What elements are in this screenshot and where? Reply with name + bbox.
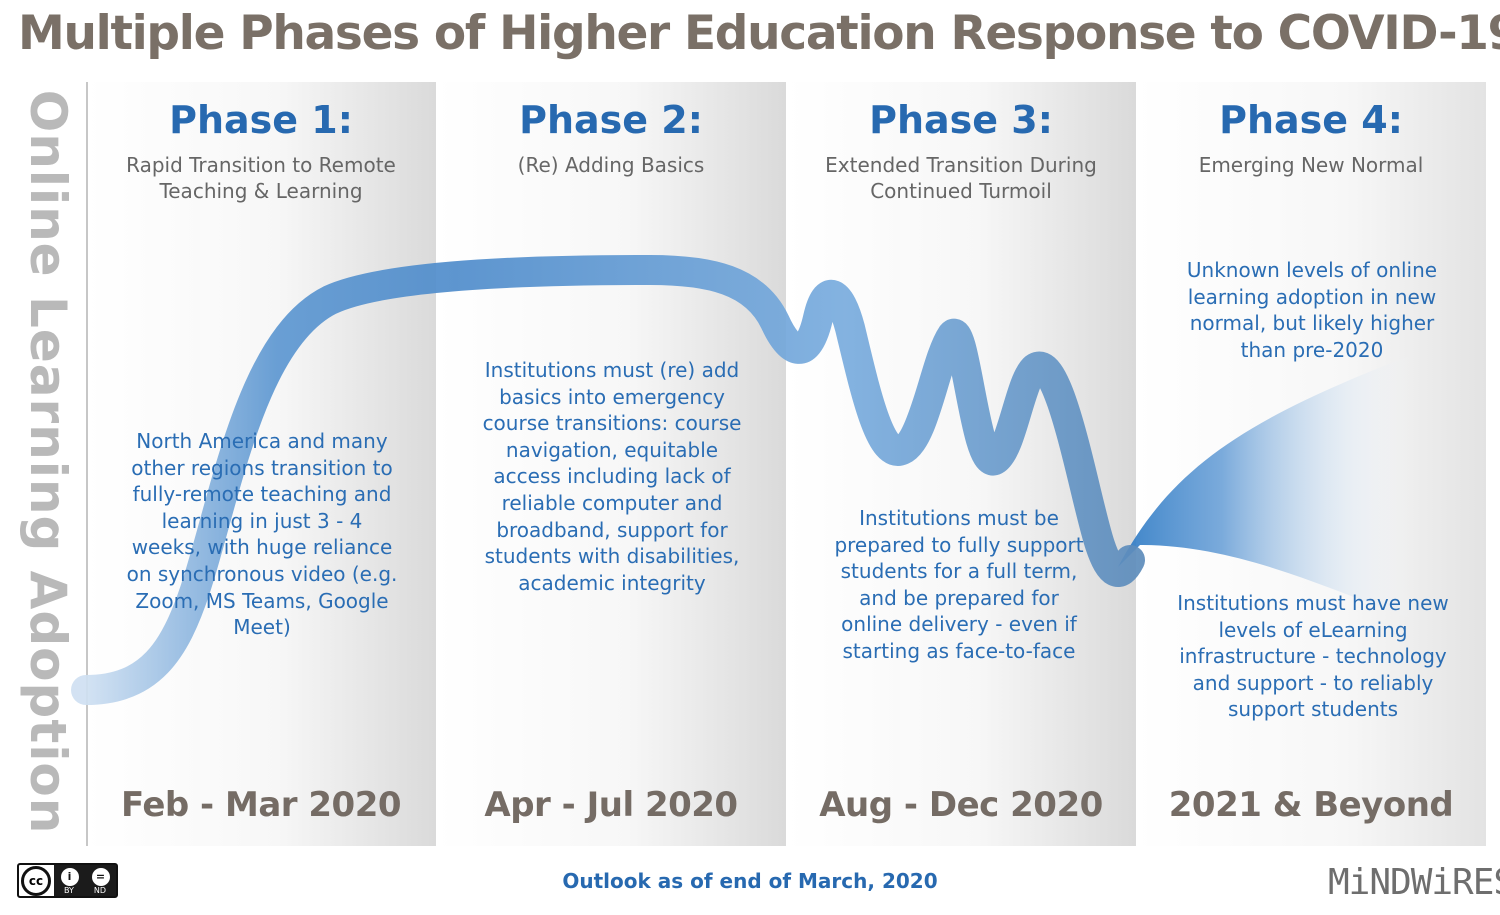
license-nd-label: ND (93, 886, 107, 895)
outlook-note: Outlook as of end of March, 2020 (562, 869, 938, 893)
phase-1-description: North America and many other regions tra… (126, 429, 398, 640)
cc-license-badge[interactable]: cc i = BY ND (17, 863, 118, 898)
phase-4-description-top: Unknown levels of online learning adopti… (1186, 258, 1438, 362)
phase-1-dates: Feb - Mar 2020 (120, 785, 402, 825)
license-by-label: BY (63, 886, 74, 895)
phase-2-panel: Phase 2: (Re) Adding Basics Apr - Jul 20… (436, 82, 786, 846)
phase-3-dates: Aug - Dec 2020 (819, 785, 1103, 825)
phase-2-dates: Apr - Jul 2020 (484, 785, 738, 825)
phase-1-heading: Phase 1: (169, 98, 353, 142)
phase-4-subtitle: Emerging New Normal (1198, 153, 1424, 177)
phase-4-heading: Phase 4: (1219, 98, 1403, 142)
adoption-curve-line (71, 255, 1145, 705)
phase-3-subtitle: Extended Transition During Continued Tur… (825, 153, 1097, 203)
page-title: Multiple Phases of Higher Education Resp… (18, 6, 1500, 61)
phase-3-heading: Phase 3: (869, 98, 1053, 142)
phase-4-description: Institutions must have new levels of eLe… (1177, 591, 1449, 722)
adoption-curve-fan (1118, 352, 1420, 622)
phase-2-subtitle: (Re) Adding Basics (517, 153, 705, 177)
attribution-icon: i (60, 867, 79, 886)
phase-1-subtitle: Rapid Transition to Remote Teaching & Le… (126, 153, 396, 203)
phase-3-description: Institutions must be prepared to fully s… (834, 506, 1084, 663)
phase-2-description: Institutions must (re) add basics into e… (482, 358, 742, 595)
phase-2-heading: Phase 2: (519, 98, 703, 142)
cc-icon: cc (21, 865, 51, 896)
no-derivatives-icon: = (91, 867, 110, 886)
mindwires-logo: MiNDWiRES (1328, 862, 1500, 903)
phase-1-panel: Phase 1: Rapid Transition to Remote Teac… (86, 82, 436, 846)
y-axis-line (86, 82, 88, 846)
phase-4-dates: 2021 & Beyond (1168, 785, 1454, 825)
